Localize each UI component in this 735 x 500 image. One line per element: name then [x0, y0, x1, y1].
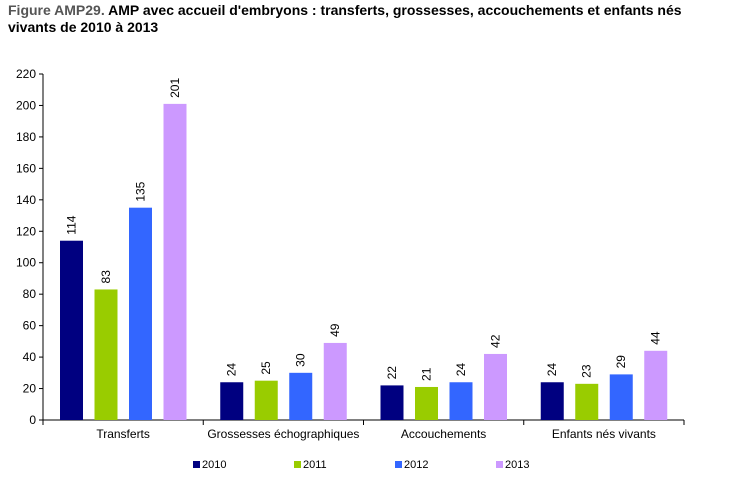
data-label: 23: [580, 364, 594, 378]
x-tick-label: Grossesses échographiques: [207, 427, 359, 441]
figure-number: Figure AMP29.: [8, 2, 105, 18]
legend-label: 2012: [404, 459, 428, 471]
chart-title: Figure AMP29. AMP avec accueil d'embryon…: [8, 2, 728, 36]
y-tick-label: 40: [23, 350, 37, 364]
y-tick-label: 120: [16, 224, 36, 238]
y-tick-label: 180: [16, 130, 36, 144]
bar-2013-3: [484, 353, 507, 420]
y-tick-label: 60: [23, 319, 37, 333]
data-label: 83: [99, 270, 113, 284]
y-tick-label: 160: [16, 161, 36, 175]
y-tick-label: 100: [16, 256, 36, 270]
data-label: 135: [134, 181, 148, 201]
data-label: 49: [328, 323, 342, 337]
x-tick-label: Transferts: [96, 427, 150, 441]
data-label: 24: [454, 363, 468, 377]
y-tick-label: 200: [16, 98, 36, 112]
bar-2010-1: [60, 240, 83, 420]
y-tick-label: 20: [23, 382, 37, 396]
bar-2010-4: [540, 382, 564, 420]
legend-swatch-2013: [496, 461, 503, 468]
bar-2011-3: [415, 386, 438, 420]
y-tick-label: 0: [29, 413, 36, 427]
bar-2012-3: [449, 382, 473, 420]
bar-2010-2: [220, 382, 244, 420]
data-label: 22: [385, 366, 399, 380]
bar-2012-4: [609, 374, 633, 420]
legend-swatch-2010: [193, 461, 200, 468]
bar-2011-4: [575, 383, 599, 420]
data-label: 24: [225, 363, 239, 377]
data-label: 42: [489, 334, 503, 348]
x-tick-label: Accouchements: [401, 427, 486, 441]
data-label: 21: [420, 367, 434, 381]
legend-label: 2010: [202, 459, 226, 471]
data-label: 30: [294, 353, 308, 367]
data-label: 44: [649, 331, 663, 345]
data-label: 25: [259, 361, 273, 375]
bar-2013-2: [323, 342, 347, 420]
data-label: 201: [168, 78, 182, 98]
bar-2010-3: [380, 385, 404, 420]
y-tick-label: 220: [16, 67, 36, 81]
bar-2012-1: [129, 207, 152, 420]
y-tick-label: 140: [16, 193, 36, 207]
bar-2012-2: [289, 372, 313, 420]
legend-swatch-2011: [294, 461, 301, 468]
bar-2011-1: [94, 289, 118, 420]
data-label: 114: [65, 215, 79, 234]
bar-2011-2: [254, 380, 278, 420]
x-tick-label: Enfants nés vivants: [552, 427, 656, 441]
y-tick-label: 80: [23, 287, 37, 301]
legend-label: 2011: [303, 459, 327, 471]
legend-label: 2013: [505, 459, 529, 471]
chart-title-text: AMP avec accueil d'embryons : transferts…: [8, 2, 682, 35]
bar-2013-1: [163, 103, 187, 420]
data-label: 29: [614, 355, 628, 369]
data-label: 24: [545, 363, 559, 377]
bar-2013-4: [644, 350, 668, 420]
legend-swatch-2012: [395, 461, 402, 468]
